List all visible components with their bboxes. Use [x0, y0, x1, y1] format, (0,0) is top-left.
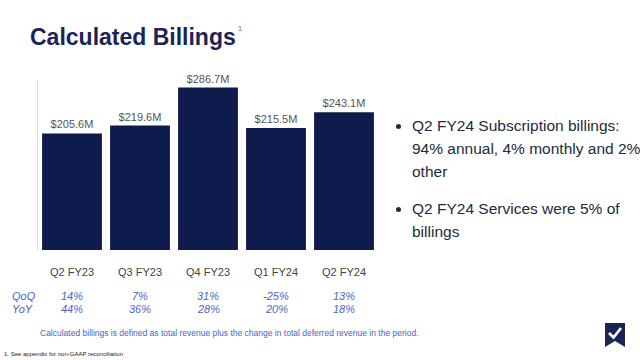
- svg-text:Q1 FY24: Q1 FY24: [254, 266, 298, 278]
- svg-text:20%: 20%: [265, 303, 288, 315]
- svg-text:31%: 31%: [197, 290, 219, 302]
- html-text:1: 1: [237, 24, 243, 33]
- svg-text:28%: 28%: [197, 303, 220, 315]
- svg-text:Q2 FY24: Q2 FY24: [322, 266, 366, 278]
- svg-text:Q3 FY23: Q3 FY23: [118, 266, 162, 278]
- svg-text:7%: 7%: [132, 290, 148, 302]
- html-text:Calculated billings is defined: Calculated billings is defined as total …: [40, 328, 419, 338]
- html-text:Calculated Billings: Calculated Billings: [30, 24, 236, 50]
- svg-text:36%: 36%: [129, 303, 151, 315]
- svg-text:14%: 14%: [61, 290, 83, 302]
- html-text:Q2 FY24 Services were 5% of bi: Q2 FY24 Services were 5% of billings: [412, 200, 620, 240]
- svg-text:$243.1M: $243.1M: [323, 97, 366, 109]
- svg-text:$286.7M: $286.7M: [187, 73, 230, 85]
- svg-text:Q4 FY23: Q4 FY23: [186, 266, 230, 278]
- svg-text:$219.6M: $219.6M: [119, 111, 162, 123]
- svg-text:Q2 FY23: Q2 FY23: [50, 266, 94, 278]
- svg-text:YoY: YoY: [12, 303, 33, 315]
- svg-text:QoQ: QoQ: [12, 290, 36, 302]
- svg-text:44%: 44%: [61, 303, 83, 315]
- svg-text:13%: 13%: [333, 290, 355, 302]
- svg-text:18%: 18%: [333, 303, 355, 315]
- svg-text:$205.6M: $205.6M: [51, 118, 94, 130]
- svg-text:-25%: -25%: [263, 290, 289, 302]
- html-text:Q2 FY24 Subscription billings:: Q2 FY24 Subscription billings: 94% annua…: [412, 117, 640, 180]
- svg-text:$215.5M: $215.5M: [255, 113, 298, 125]
- html-text:1. See appendix for non-GAAP r: 1. See appendix for non-GAAP reconciliat…: [4, 351, 123, 357]
